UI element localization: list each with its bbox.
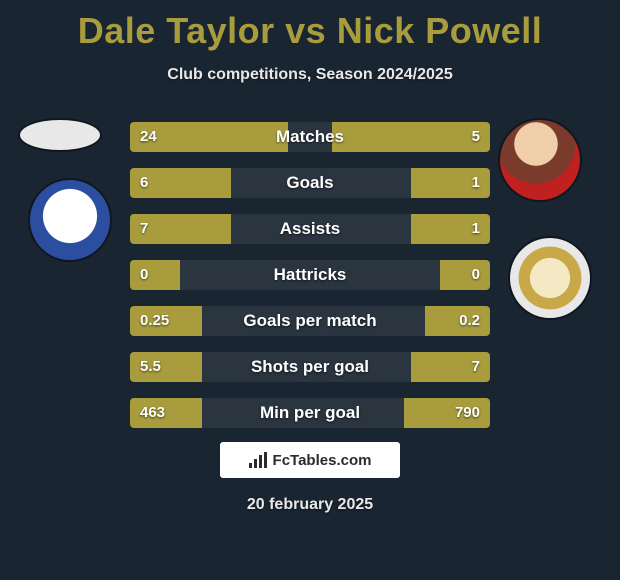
brand-badge: FcTables.com bbox=[220, 442, 400, 478]
player1-name: Dale Taylor bbox=[78, 10, 275, 51]
stat-row: 00Hattricks bbox=[130, 260, 490, 290]
stats-table: 245Matches 61Goals 71Assists 00Hattricks 0.2… bbox=[130, 122, 490, 444]
stat-label: Goals bbox=[130, 168, 490, 198]
stat-row: 5.57Shots per goal bbox=[130, 352, 490, 382]
player1-photo bbox=[20, 120, 100, 150]
brand-text: FcTables.com bbox=[273, 452, 372, 469]
season-subtitle: Club competitions, Season 2024/2025 bbox=[0, 66, 620, 84]
stat-row: 0.250.2Goals per match bbox=[130, 306, 490, 336]
player1-club-badge bbox=[30, 180, 110, 260]
stat-label: Shots per goal bbox=[130, 352, 490, 382]
stat-row: 71Assists bbox=[130, 214, 490, 244]
stat-row: 61Goals bbox=[130, 168, 490, 198]
comparison-title: Dale Taylor vs Nick Powell bbox=[0, 0, 620, 52]
brand-icon bbox=[249, 452, 267, 468]
vs-label: vs bbox=[285, 10, 326, 51]
stat-label: Hattricks bbox=[130, 260, 490, 290]
player2-club-badge bbox=[510, 238, 590, 318]
stat-label: Assists bbox=[130, 214, 490, 244]
player2-name: Nick Powell bbox=[337, 10, 543, 51]
player2-photo bbox=[500, 120, 580, 200]
generated-date: 20 february 2025 bbox=[0, 496, 620, 514]
stat-label: Min per goal bbox=[130, 398, 490, 428]
stat-label: Matches bbox=[130, 122, 490, 152]
stat-row: 245Matches bbox=[130, 122, 490, 152]
stat-row: 463790Min per goal bbox=[130, 398, 490, 428]
stat-label: Goals per match bbox=[130, 306, 490, 336]
